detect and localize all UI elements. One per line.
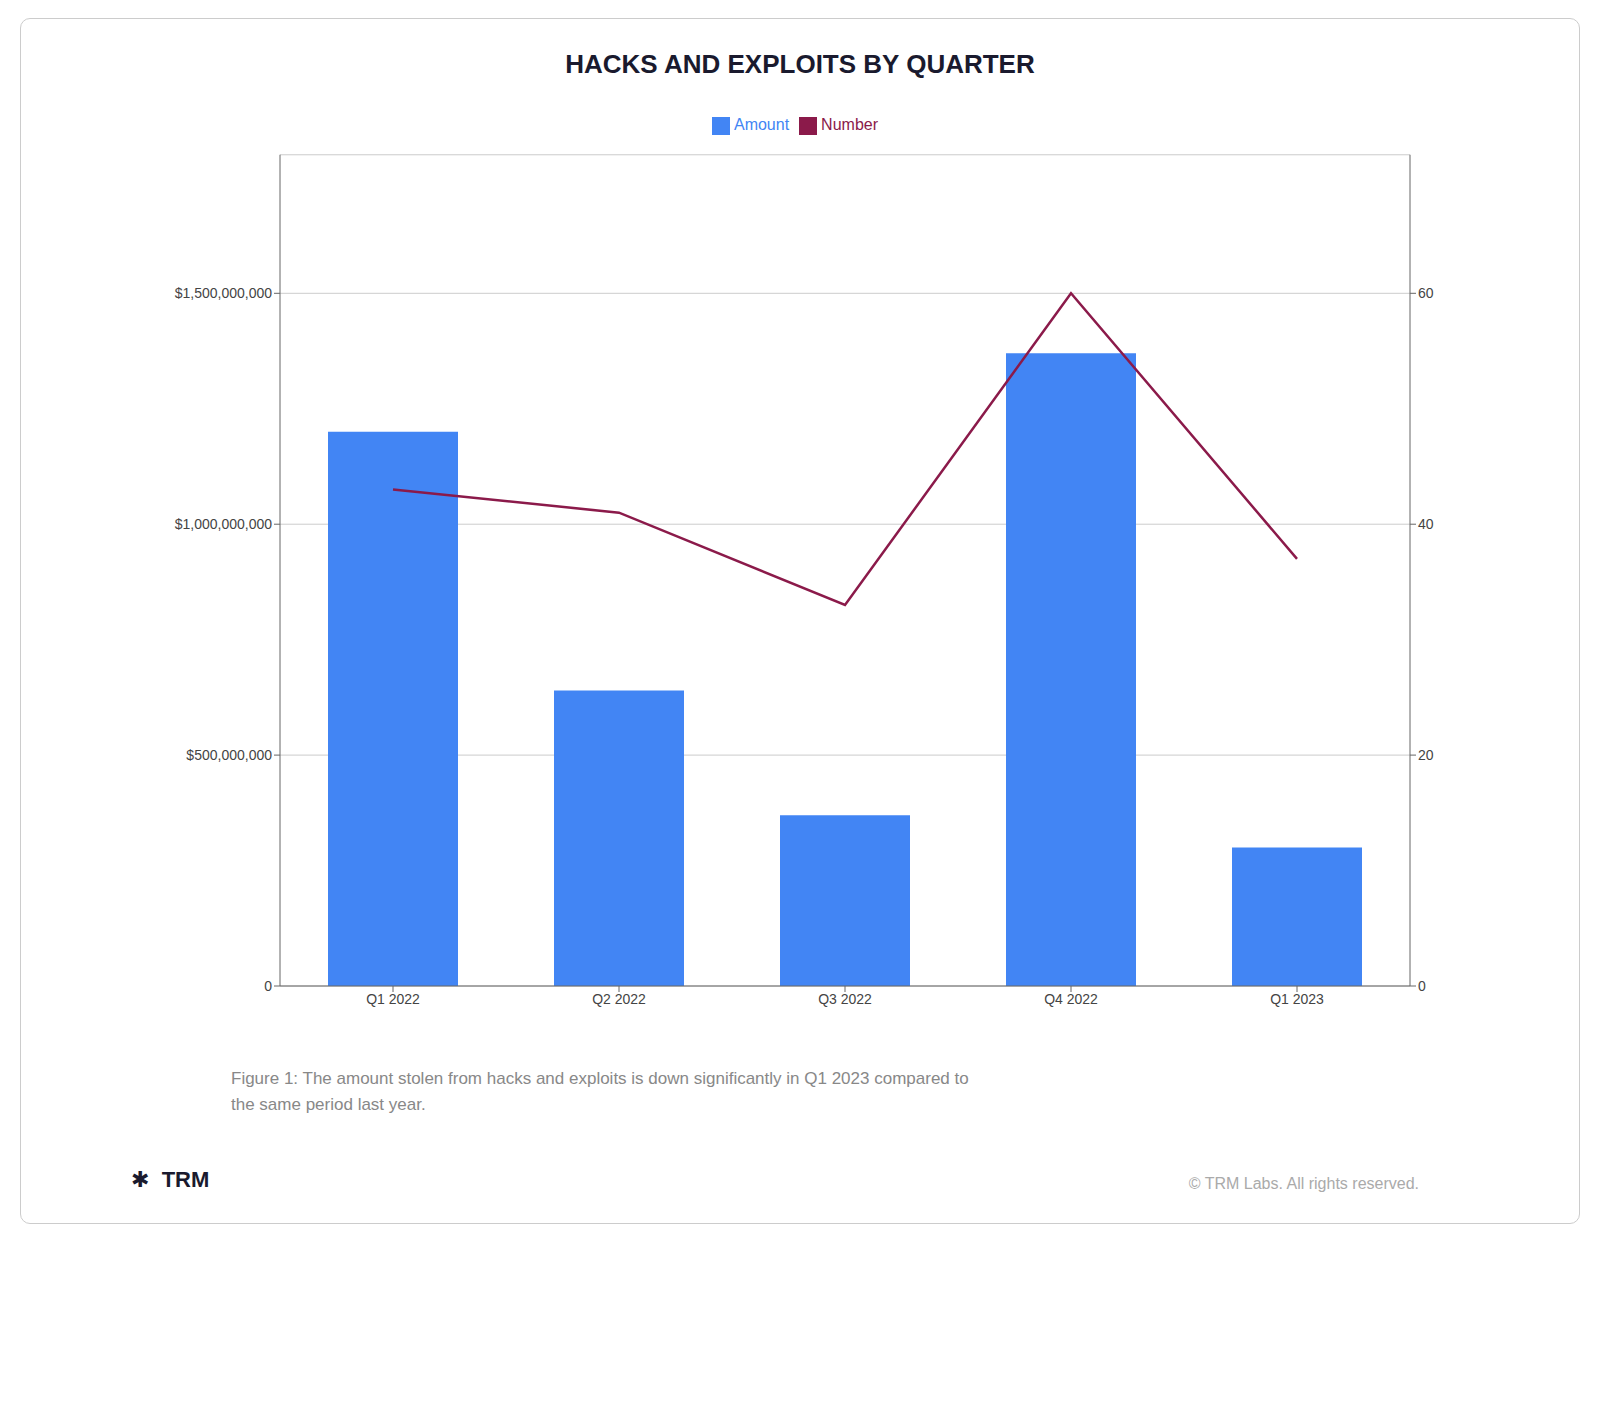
svg-text:$500,000,000: $500,000,000 [186, 747, 272, 763]
svg-text:Q3 2022: Q3 2022 [818, 991, 872, 1007]
svg-text:60: 60 [1418, 285, 1434, 301]
html-text:HACKS AND EXPLOITS BY QUARTER: HACKS AND EXPLOITS BY QUARTER [565, 49, 1035, 79]
html-text:the same period last year.: the same period last year. [231, 1094, 426, 1114]
html-text:✱ TRM: ✱ TRM [131, 1167, 210, 1192]
svg-text:Q4 2022: Q4 2022 [1044, 991, 1098, 1007]
svg-text:Q1 2023: Q1 2023 [1270, 991, 1324, 1007]
svg-text:$1,000,000,000: $1,000,000,000 [175, 516, 273, 532]
html-text:Amount: Amount [734, 116, 790, 133]
svg-text:Q1 2022: Q1 2022 [366, 991, 420, 1007]
svg-text:0: 0 [264, 978, 272, 994]
svg-text:40: 40 [1418, 516, 1434, 532]
html-text:© TRM Labs. All rights reserve: © TRM Labs. All rights reserved. [1188, 1175, 1419, 1192]
svg-text:$1,500,000,000: $1,500,000,000 [175, 285, 273, 301]
svg-text:Q2 2022: Q2 2022 [592, 991, 646, 1007]
svg-text:20: 20 [1418, 747, 1434, 763]
svg-text:0: 0 [1418, 978, 1426, 994]
html-text:Number: Number [821, 116, 878, 133]
html-text:Figure 1: The amount stolen fr: Figure 1: The amount stolen from hacks a… [231, 1069, 969, 1088]
